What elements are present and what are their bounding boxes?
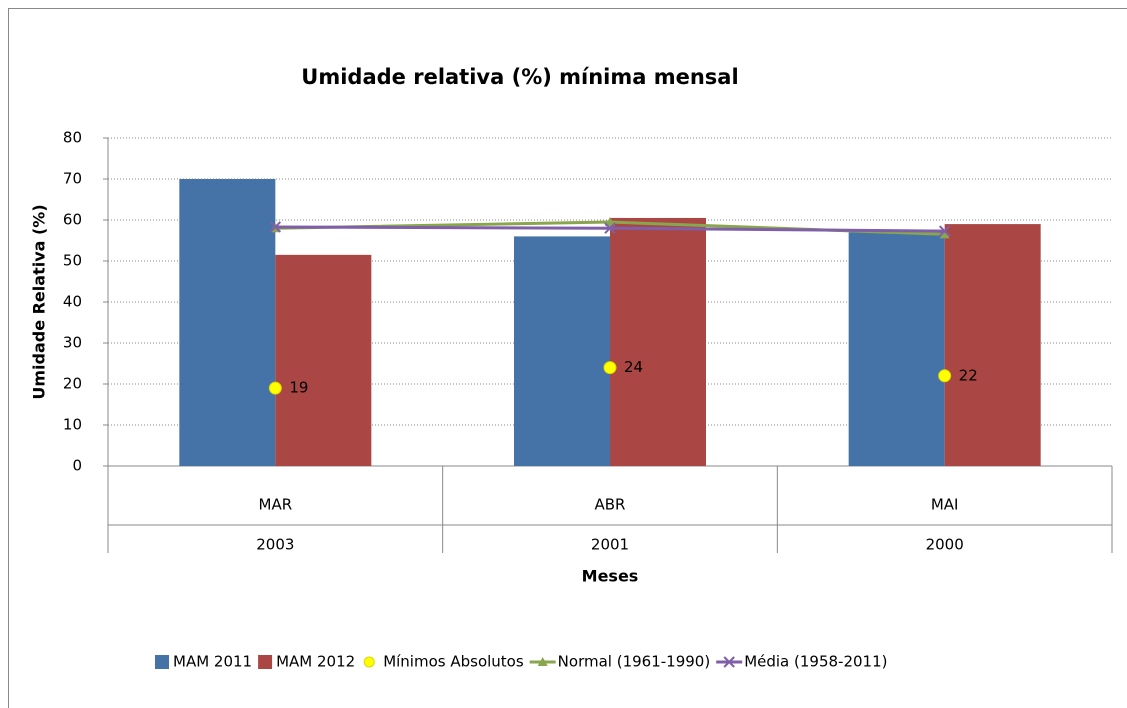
y-tick-label: 0 [72,457,82,475]
marker [605,217,615,227]
legend-label: Normal (1961-1990) [558,653,711,671]
y-tick-label: 60 [63,211,82,229]
group-label: 2001 [591,536,629,554]
bar [179,179,276,466]
marker [269,221,282,233]
group-label: 2000 [926,536,964,554]
data-label: 24 [624,358,643,376]
y-tick-label: 70 [63,170,82,188]
x-tick-label: MAR [259,496,293,514]
y-tick-label: 40 [63,293,82,311]
bar [944,224,1041,466]
marker [723,656,735,668]
marker [537,657,548,666]
data-label: 19 [289,379,308,397]
legend-label: MAM 2011 [173,653,252,671]
marker [604,222,616,234]
group-label: 2003 [256,536,294,554]
y-tick-label: 10 [63,416,82,434]
data-label: 22 [959,366,978,384]
legend-label: MAM 2012 [276,653,355,671]
legend-swatch [363,656,375,668]
y-tick-label: 30 [63,334,82,352]
bar [610,217,706,466]
x-tick-label: MAI [931,496,959,514]
bar [275,254,372,466]
y-axis-title: Umidade Relativa (%) [30,204,49,399]
y-tick-label: 80 [63,129,82,147]
legend-label: Mínimos Absolutos [383,653,524,671]
y-tick-label: 50 [63,252,82,270]
point [938,369,952,383]
y-tick-label: 20 [63,375,82,393]
legend-label: Média (1958-2011) [744,653,887,671]
bar [514,236,610,466]
legend-swatch [155,655,169,669]
legend-swatch [258,655,273,669]
marker [938,225,951,237]
marker [939,229,950,239]
point [603,361,617,375]
x-axis-title: Meses [582,567,639,586]
point [268,381,282,395]
bar [848,232,945,466]
chart-title: Umidade relativa (%) mínima mensal [301,65,738,89]
x-tick-label: ABR [595,496,626,514]
